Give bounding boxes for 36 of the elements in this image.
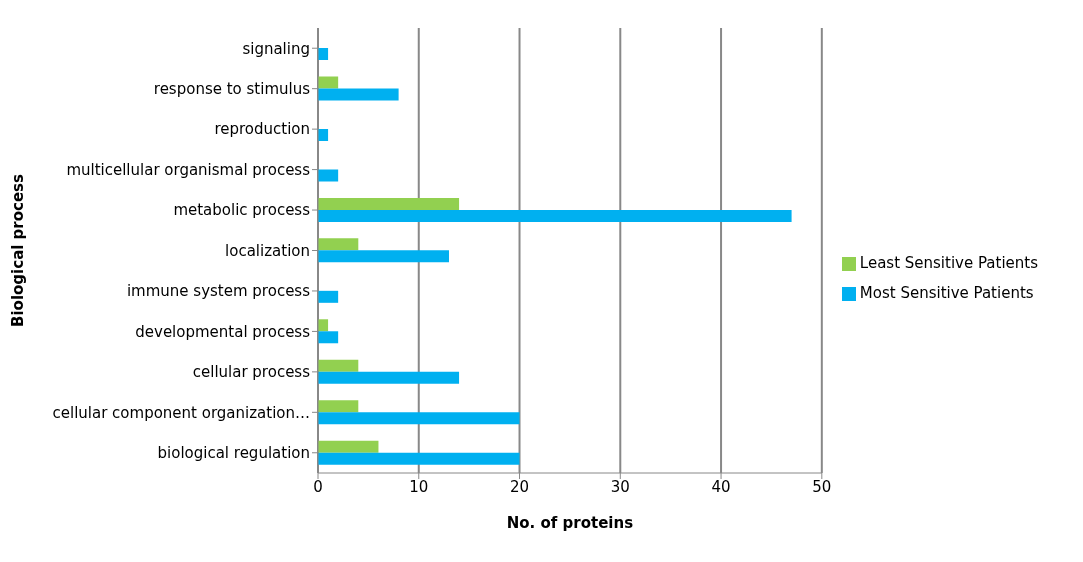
bar: [318, 169, 339, 182]
x-axis-title: No. of proteins: [506, 514, 634, 532]
y-tick-label: developmental process: [135, 322, 311, 341]
bar: [318, 197, 460, 210]
x-tick-label: 30: [610, 477, 630, 496]
bar: [318, 76, 339, 89]
y-tick-label: response to stimulus: [153, 80, 311, 99]
y-axis-title: Biological process: [9, 173, 28, 327]
bar: [318, 250, 449, 263]
y-tick-label: localization: [225, 241, 310, 260]
bar: [318, 371, 460, 384]
y-tick-label: cellular component organization…: [52, 403, 310, 422]
y-tick-label: metabolic process: [173, 201, 311, 220]
y-tick-label: cellular process: [192, 363, 311, 382]
bar: [318, 440, 379, 453]
x-tick-label: 40: [711, 477, 731, 496]
bar: [318, 238, 359, 251]
x-tick-label: 50: [812, 477, 832, 496]
x-tick-label: 20: [509, 477, 530, 496]
y-tick-label: immune system process: [126, 282, 311, 301]
bar: [318, 359, 359, 372]
bar: [318, 331, 339, 344]
legend-label: Most Sensitive Patients: [859, 284, 1034, 302]
y-tick-label: signaling: [242, 39, 310, 58]
x-tick-label: 0: [313, 477, 323, 496]
bar: [318, 412, 520, 425]
y-tick-label: reproduction: [214, 120, 310, 139]
x-tick-label: 10: [409, 477, 429, 496]
legend-label: Least Sensitive Patients: [859, 254, 1038, 272]
bar: [318, 290, 339, 303]
bar: [318, 400, 359, 413]
y-tick-label: biological regulation: [157, 444, 310, 463]
bar: [318, 88, 399, 101]
bar: [318, 452, 520, 465]
y-tick-label: multicellular organismal process: [66, 160, 311, 179]
bar: [318, 209, 792, 222]
